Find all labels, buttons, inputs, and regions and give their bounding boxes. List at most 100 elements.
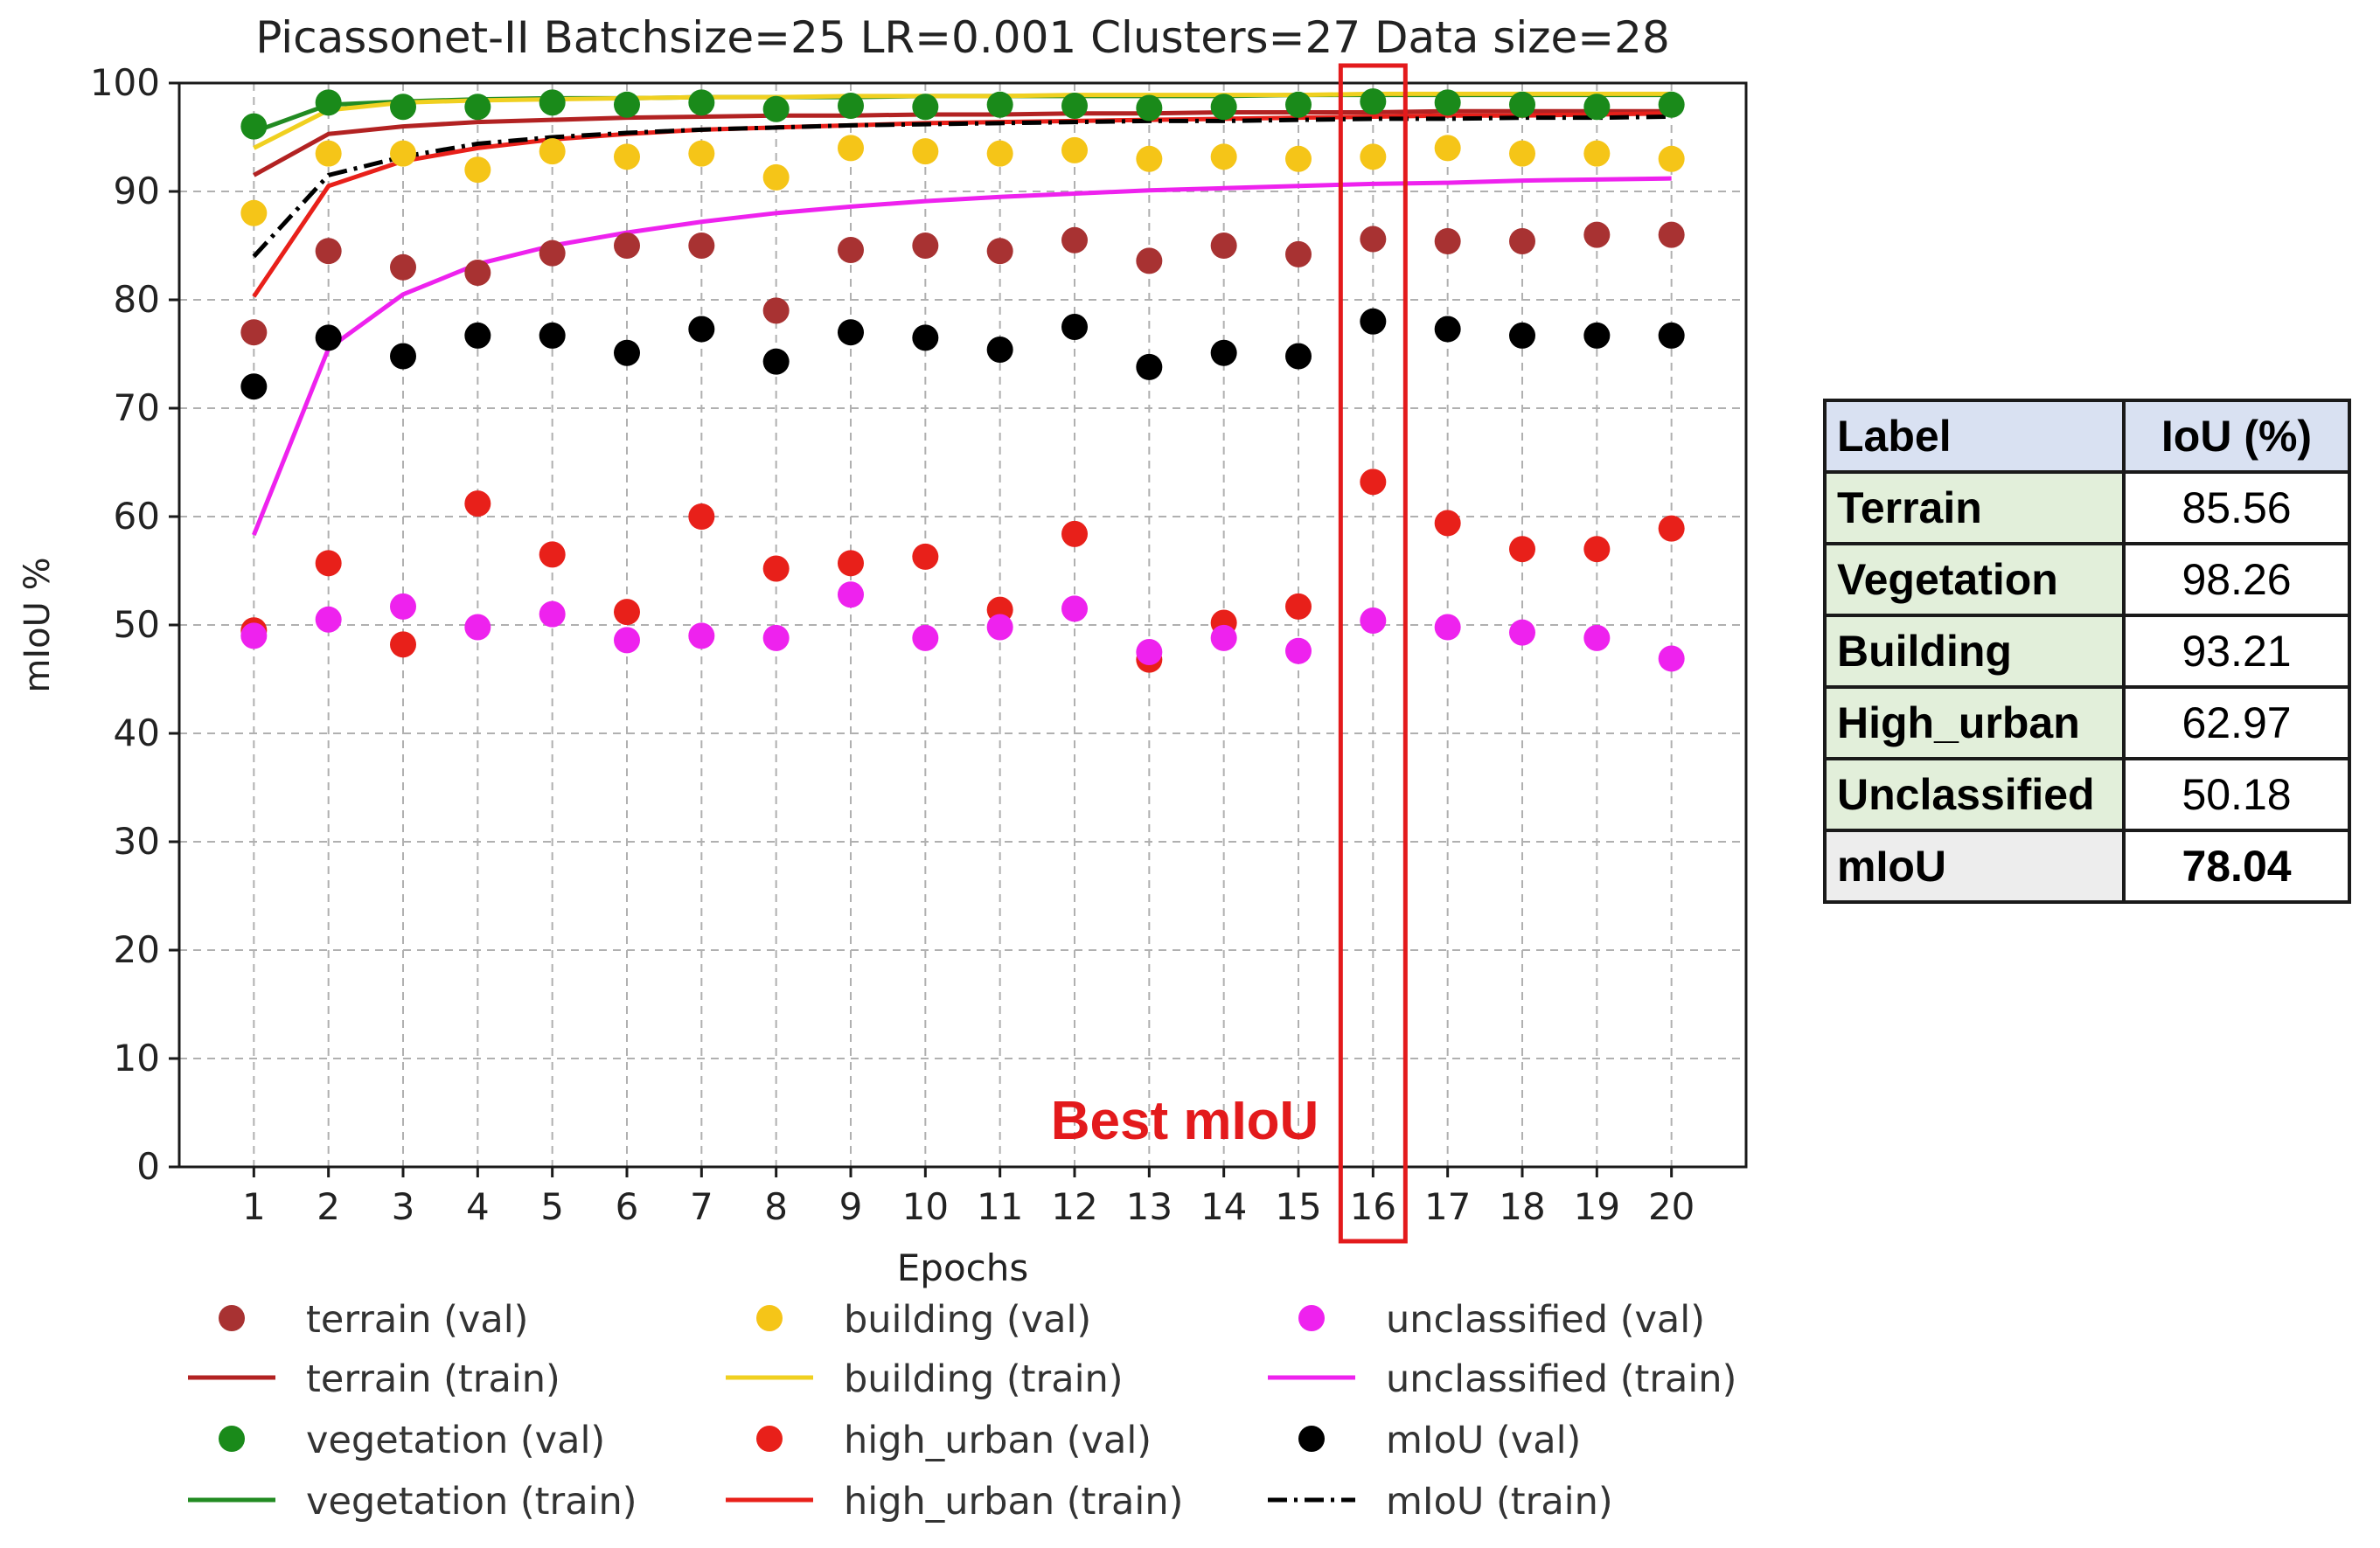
table-row: Terrain 85.56 [1823,470,2351,545]
y-tick-label: 70 [114,386,160,429]
data-point [315,550,342,577]
data-point [1061,226,1088,253]
data-point [315,89,342,116]
legend-marker [1298,1305,1325,1331]
data-point [539,322,566,349]
data-point [688,89,715,116]
iou-table: Label IoU (%) Terrain 85.56 Vegetation 9… [1823,399,2351,904]
table-cell-label: Terrain [1823,470,2126,545]
legend-label: terrain (val) [306,1298,528,1342]
series-points [240,88,1685,673]
x-tick-label: 5 [540,1185,564,1228]
data-point [838,236,864,263]
data-point [1658,91,1685,118]
data-point [1583,536,1611,563]
data-point [986,614,1013,641]
x-tick-label: 12 [1051,1185,1097,1228]
legend-label: high_urban (train) [844,1480,1183,1524]
x-tick-label: 8 [764,1185,788,1228]
data-point [539,138,566,165]
x-tick-label: 14 [1200,1185,1247,1228]
data-point [315,238,342,265]
data-point [838,550,864,577]
data-point [614,143,640,170]
data-point [1061,520,1088,547]
data-point [838,581,864,608]
data-point [1434,614,1461,641]
data-point [1434,228,1461,255]
legend-label: terrain (train) [306,1357,560,1401]
data-point [390,593,416,620]
data-point [688,233,715,259]
data-point [1285,240,1312,267]
x-tick-label: 20 [1648,1185,1695,1228]
best-epoch-highlight: Best mIoU [1051,63,1408,1244]
y-axis-label: mIoU % [17,557,58,692]
data-point [464,260,491,286]
y-tick-label: 30 [114,820,160,863]
legend-label: high_urban (val) [844,1419,1152,1462]
data-point [912,138,939,165]
x-tick-label: 2 [317,1185,340,1228]
data-point [1136,94,1163,121]
legend-label: unclassified (train) [1386,1357,1736,1401]
legend-label: mIoU (train) [1386,1480,1613,1524]
table-cell-label: High_urban [1823,685,2126,760]
table-cell-value: 98.26 [2122,542,2351,617]
table-cell-value: 62.97 [2122,685,2351,760]
data-point [315,324,342,351]
data-point [614,91,640,118]
x-tick-label: 7 [690,1185,713,1228]
data-point [1509,536,1535,563]
data-point [1434,316,1461,343]
data-point [688,316,715,343]
table-summary-value: 78.04 [2122,829,2351,904]
data-point [539,239,566,267]
data-point [688,140,715,167]
x-tick-label: 3 [392,1185,415,1228]
data-point [1285,91,1312,118]
data-point [688,622,715,649]
table-summary-row: mIoU 78.04 [1823,829,2351,904]
x-tick-label: 13 [1126,1185,1173,1228]
data-point [390,94,416,121]
legend-label: unclassified (val) [1386,1298,1705,1342]
data-point [762,555,790,582]
table-row: Unclassified 50.18 [1823,757,2351,832]
data-point [762,95,790,122]
highlight-label: Best mIoU [1051,1091,1319,1151]
table-header-label: Label [1823,399,2126,474]
data-point [1658,322,1685,349]
data-point [240,373,268,400]
data-point [1583,94,1611,121]
legend: terrain (val) terrain (train) vegetation (… [188,1298,1736,1524]
series-line [252,176,1672,537]
data-point [912,94,939,121]
data-point [614,233,640,259]
data-point [1434,135,1461,162]
data-point [539,89,566,116]
data-point [762,163,790,191]
legend-marker [219,1305,245,1331]
series-line [253,91,1672,150]
data-point [1360,308,1387,335]
data-point [1285,343,1312,370]
data-point [315,140,342,167]
y-tick-label: 90 [114,170,160,212]
data-point [912,624,939,651]
data-point [762,624,790,651]
data-point [1360,88,1387,115]
data-point [1658,145,1685,172]
x-tick-label: 15 [1275,1185,1321,1228]
data-point [1210,233,1237,259]
table-row: Building 93.21 [1823,614,2351,689]
data-point [1210,94,1237,121]
data-point [539,600,566,628]
data-point [1136,353,1163,380]
data-point [986,140,1013,167]
x-tick-label: 10 [902,1185,949,1228]
table-header-iou: IoU (%) [2122,399,2351,474]
legend-marker [756,1305,783,1331]
x-tick-label: 16 [1350,1185,1396,1228]
